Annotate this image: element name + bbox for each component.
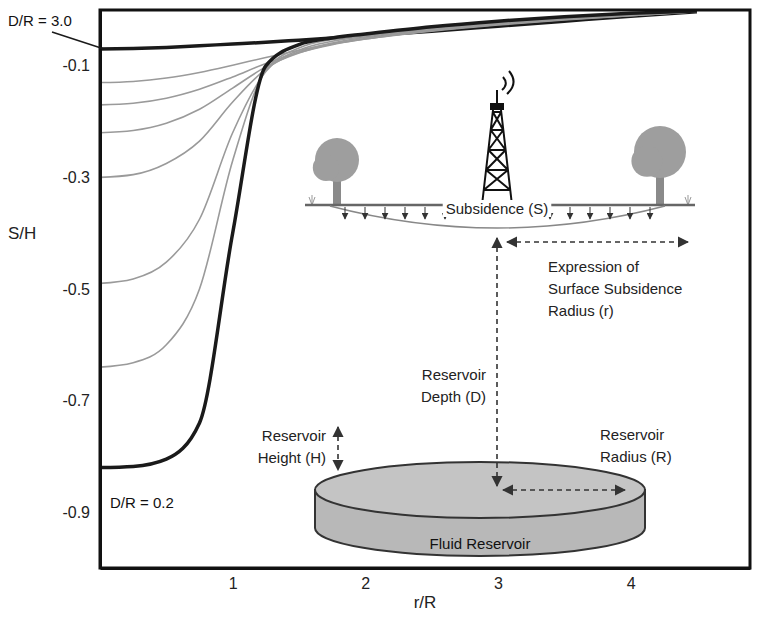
x-axis: 1 2 3 4 — [101, 568, 751, 592]
tree-crown — [631, 146, 662, 177]
grass — [685, 195, 691, 205]
curve — [100, 11, 697, 283]
x-tick: 2 — [361, 568, 370, 592]
surface-radius-label: Surface Subsidence — [548, 280, 682, 297]
derrick-top — [490, 103, 504, 110]
lines — [100, 11, 697, 467]
height-label: Reservoir — [262, 427, 326, 444]
x-tick: 4 — [627, 568, 636, 592]
y-axis-title: S/H — [8, 224, 36, 243]
y-tick-label: -0.9 — [62, 504, 90, 521]
subsidence-label: Subsidence (S) — [446, 200, 549, 217]
reservoir-label: Fluid Reservoir — [430, 535, 531, 552]
surface-radius-label: Radius (r) — [548, 302, 614, 319]
annotation: D/R = 3.0 — [8, 12, 72, 29]
subsidence-arrow — [650, 207, 651, 219]
curve — [100, 11, 697, 367]
annotation: D/R = 0.2 — [110, 494, 174, 511]
y-axis: -0.1 -0.3 -0.5 -0.7 -0.9 — [62, 11, 100, 569]
subsidence-arrow — [570, 207, 571, 219]
x-tick-label: 4 — [627, 575, 636, 592]
antenna — [496, 90, 498, 103]
subsidence-arrow — [425, 207, 426, 219]
subsidence-arrow — [630, 207, 631, 219]
y-tick: -0.7 — [62, 392, 100, 409]
x-tick-label: 1 — [229, 575, 238, 592]
y-tick: -0.1 — [62, 57, 100, 74]
chart-svg: -0.1 -0.3 -0.5 -0.7 -0.9 1 2 3 4 r/R S/H D/R = 3.0 D… — [0, 0, 761, 620]
radius-label: Reservoir — [600, 426, 664, 443]
signal — [502, 71, 514, 94]
surface-radius-label: Expression of — [548, 258, 640, 275]
x-tick: 3 — [494, 568, 503, 592]
y-tick-label: -0.3 — [62, 169, 90, 186]
leader-line — [52, 32, 104, 49]
height-label: Height (H) — [258, 449, 326, 466]
reservoir-top — [315, 462, 645, 518]
curve — [100, 12, 697, 83]
subsidence-arrow — [590, 207, 591, 219]
derrick — [482, 110, 512, 205]
y-tick: -0.9 — [62, 504, 100, 521]
y-tick-label: -0.7 — [62, 392, 90, 409]
x-axis-title: r/R — [414, 593, 437, 612]
x-tick-label: 3 — [494, 575, 503, 592]
subsidence-arrow — [610, 207, 611, 219]
x-tick-label: 2 — [361, 575, 370, 592]
radius-label: Radius (R) — [600, 448, 672, 465]
curve — [100, 11, 697, 177]
reservoir-radius-arrow — [503, 489, 625, 491]
x-tick: 1 — [229, 568, 238, 592]
y-tick-label: -0.1 — [62, 57, 90, 74]
label-patch — [443, 200, 552, 217]
subsidence-arrow — [385, 207, 386, 219]
tree-crown — [313, 155, 339, 181]
subsidence-arrow — [365, 207, 366, 219]
curve — [100, 11, 697, 467]
depth-arrow — [496, 238, 498, 486]
curve — [100, 12, 697, 105]
height-arrow — [337, 427, 339, 470]
plot-frame — [100, 10, 750, 568]
subsidence-arrow — [345, 207, 346, 219]
y-tick: -0.3 — [62, 169, 100, 186]
y-tick: -0.5 — [62, 281, 100, 298]
subsidence-arrow — [405, 207, 406, 219]
depth-label: Reservoir — [422, 366, 486, 383]
grass — [309, 195, 315, 205]
radius-arrow — [507, 241, 688, 243]
y-tick-label: -0.5 — [62, 281, 90, 298]
inset-diagram: Subsidence (S) Expression of Surface Subsi… — [258, 71, 695, 556]
depth-label: Depth (D) — [421, 388, 486, 405]
